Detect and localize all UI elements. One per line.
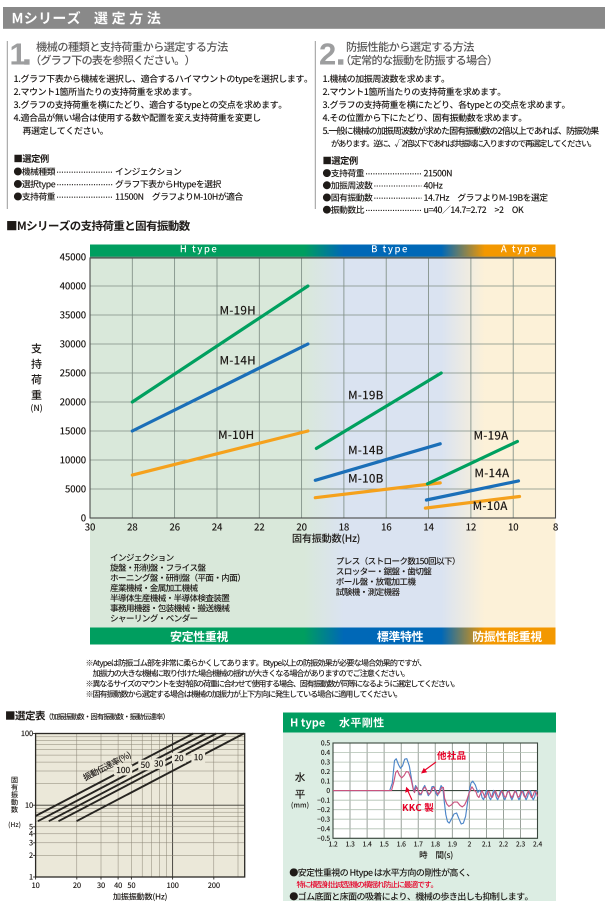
svg-text:2: 2 [319, 37, 336, 72]
svg-text:1: 1 [10, 37, 27, 72]
